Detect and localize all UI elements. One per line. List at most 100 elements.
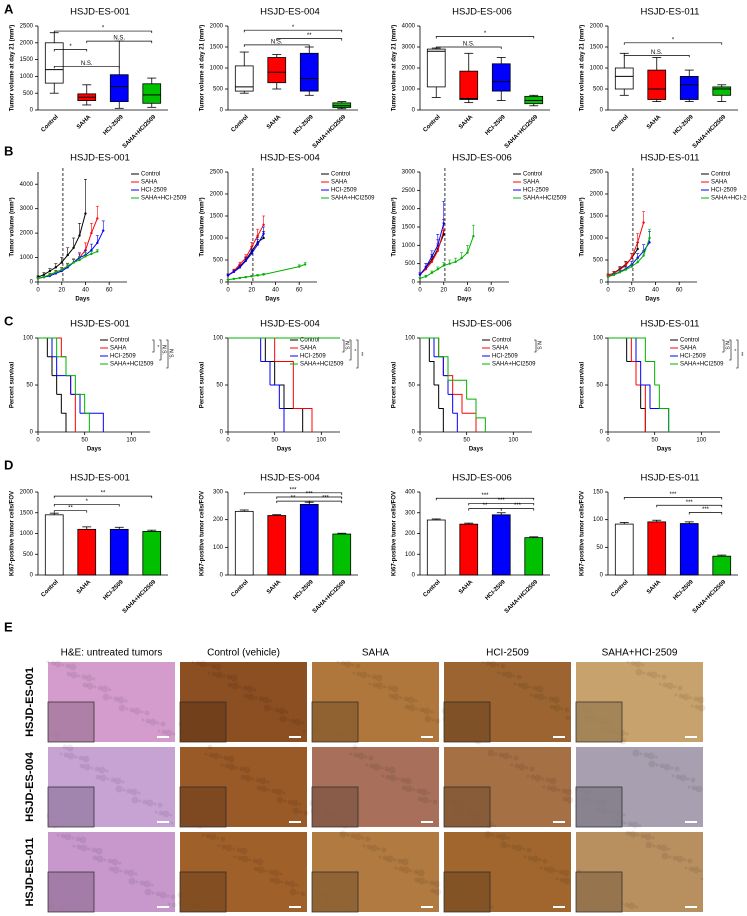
survival-step: [61, 412, 67, 432]
texture: [344, 660, 352, 668]
y-tick-label: 0: [30, 280, 34, 286]
bar: [44, 514, 64, 576]
y-axis-label: Tumor volume (mm³): [199, 197, 206, 256]
texture: [111, 858, 119, 866]
box: [524, 95, 544, 105]
texture: [46, 660, 50, 664]
survival-step: [70, 393, 76, 432]
significance-bracket: [53, 495, 153, 499]
scale-bar: [685, 906, 697, 908]
significance-label: **: [738, 352, 744, 356]
significance-bracket: [152, 339, 155, 353]
texture: [60, 833, 66, 839]
texture: [499, 833, 507, 841]
x-tick-label: HCI-2509: [102, 114, 125, 137]
x-tick-label: Control: [40, 579, 60, 599]
texture: [651, 836, 655, 840]
significance-label: N.S.: [113, 36, 125, 42]
box: [44, 42, 64, 84]
texture: [507, 844, 511, 848]
x-tick-label: SAHA+HCI2509: [692, 579, 728, 615]
x-tick-label: 60: [676, 288, 683, 294]
texture: [162, 810, 170, 818]
point: [436, 249, 439, 253]
legend-label: SAHA+HCI2509: [492, 362, 536, 368]
y-tick-label: 3000: [402, 45, 416, 51]
survival-step: [626, 361, 637, 385]
y-axis-label: Ki67-positive tumor cells/FOV: [580, 491, 586, 576]
x-tick-label: 50: [271, 438, 278, 444]
y-tick-label: 0: [412, 430, 416, 436]
y-tick-label: 2000: [210, 24, 224, 30]
texture: [416, 788, 422, 794]
scale-bar: [157, 821, 169, 823]
scale-bar: [685, 821, 697, 823]
texture: [429, 880, 435, 886]
texture: [295, 883, 299, 887]
texture: [413, 869, 419, 875]
significance-bracket: [159, 339, 162, 361]
x-tick-label: SAHA+HCI2509: [312, 579, 348, 615]
texture: [553, 704, 561, 712]
x-tick-label: Control: [422, 114, 442, 134]
legend-label: HCI-2509: [492, 354, 518, 360]
column-header: Control (vehicle): [207, 648, 280, 659]
micrograph: [46, 744, 175, 829]
texture: [135, 880, 139, 884]
texture: [676, 855, 684, 863]
texture: [300, 891, 306, 897]
y-tick-label: 1500: [210, 45, 224, 51]
y-tick-label: 2000: [20, 231, 34, 237]
texture: [346, 833, 350, 837]
point: [238, 266, 242, 269]
texture: [208, 752, 214, 758]
texture: [65, 663, 71, 669]
point: [430, 271, 434, 275]
legend-label: SAHA: [300, 346, 316, 352]
inset-image: [179, 871, 227, 913]
y-tick-label: 150: [593, 490, 604, 496]
x-tick-label: 0: [36, 438, 40, 444]
texture: [409, 869, 413, 873]
legend-label: HCI-2509: [110, 354, 136, 360]
texture: [634, 660, 642, 668]
x-tick-label: SAHA+HCI2509: [122, 579, 158, 615]
texture: [364, 755, 368, 759]
texture: [640, 833, 646, 839]
texture: [697, 696, 705, 704]
significance-bracket: [623, 497, 723, 500]
texture: [691, 785, 697, 791]
texture: [191, 660, 195, 664]
column-header: HCI-2509: [486, 648, 529, 659]
y-tick-label: 0: [600, 108, 604, 114]
texture: [270, 707, 274, 711]
survival-step: [452, 412, 458, 432]
texture: [544, 696, 548, 700]
legend-label: HCI-2509: [711, 188, 737, 194]
texture: [105, 769, 109, 773]
texture: [394, 866, 398, 870]
scale-bar: [157, 736, 169, 738]
texture: [527, 855, 533, 861]
inset-image: [443, 871, 491, 913]
texture: [238, 685, 242, 689]
significance-label: ***: [322, 496, 330, 502]
x-tick-label: HCI-2509: [102, 579, 125, 602]
box: [491, 63, 511, 92]
y-tick-label: 0: [220, 108, 224, 114]
x-tick-label: HCI-2509: [292, 114, 315, 137]
legend-label: HCI-2509: [300, 354, 326, 360]
texture: [266, 780, 270, 784]
significance-label: N.S.: [161, 345, 167, 355]
bar: [267, 515, 287, 576]
survival-step: [38, 337, 53, 357]
significance-label: *: [731, 349, 737, 351]
texture: [403, 696, 409, 702]
texture: [494, 752, 498, 756]
texture: [127, 869, 135, 877]
texture: [552, 696, 560, 704]
texture: [143, 880, 151, 888]
texture: [657, 674, 661, 678]
point: [618, 271, 622, 274]
